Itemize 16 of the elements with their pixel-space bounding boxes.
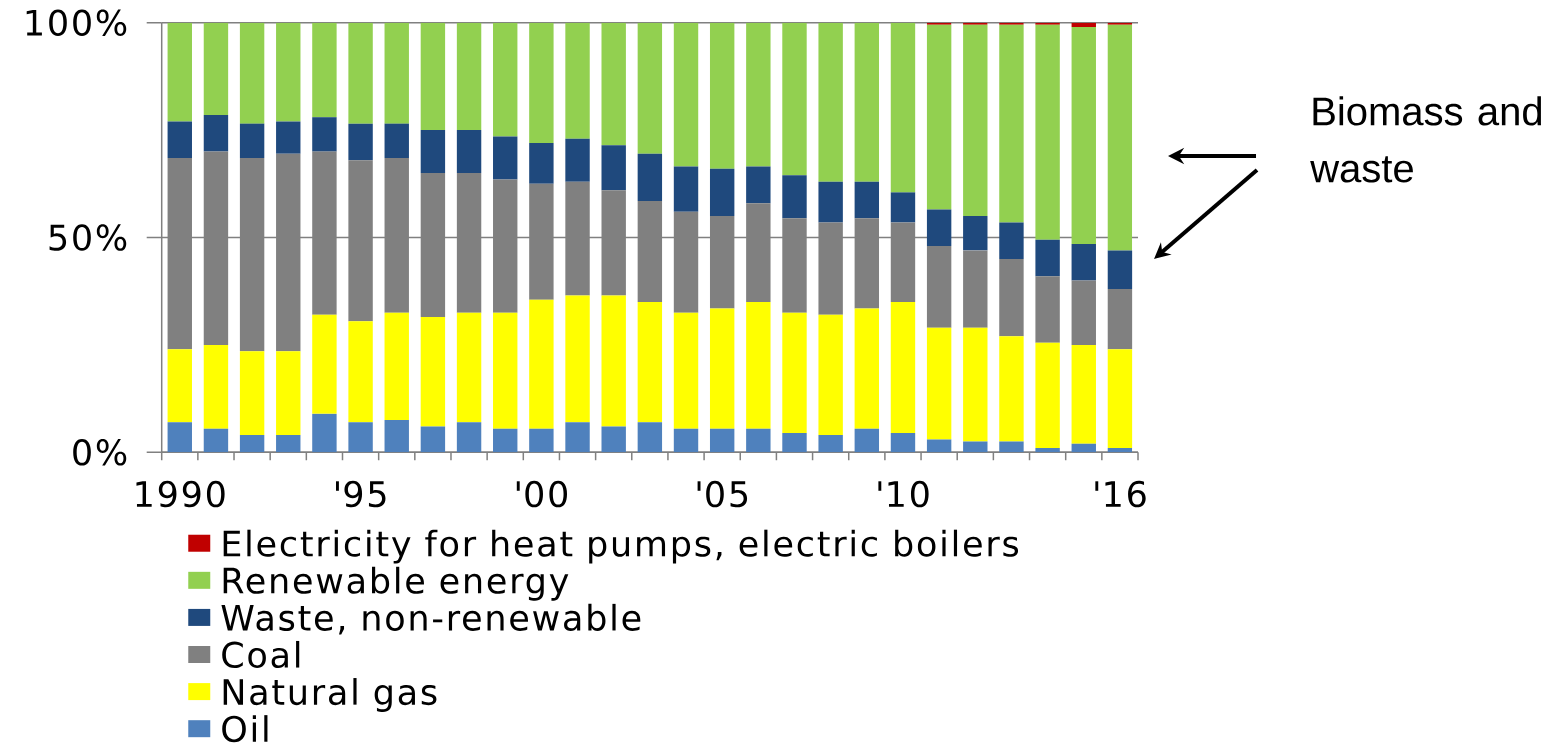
text: Biomass and waste [1310, 96, 1542, 183]
legend-label: Waste, non-renewable [221, 603, 641, 635]
x-tick-label: '00 [516, 480, 568, 508]
legend-label: Electricity for heat pumps, electric boilers [223, 529, 1019, 564]
y-tick-label: 0% [73, 439, 127, 466]
x-tick-label: '95 [336, 480, 386, 508]
x-tick-label: '16 [1095, 480, 1146, 508]
x-tick-label: '10 [878, 480, 929, 508]
legend-label: Natural gas [223, 678, 437, 712]
legend-label: Renewable energy [223, 566, 569, 601]
y-tick-label: 100% [26, 9, 127, 36]
legend-label: Coal [222, 640, 300, 669]
legend-label: Oil [222, 715, 268, 743]
y-tick-label: 50% [49, 224, 127, 251]
x-tick-label: 1990 [136, 480, 225, 508]
x-tick-label: '05 [697, 480, 748, 508]
